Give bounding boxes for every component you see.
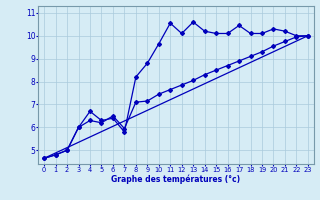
X-axis label: Graphe des températures (°c): Graphe des températures (°c) <box>111 174 241 184</box>
